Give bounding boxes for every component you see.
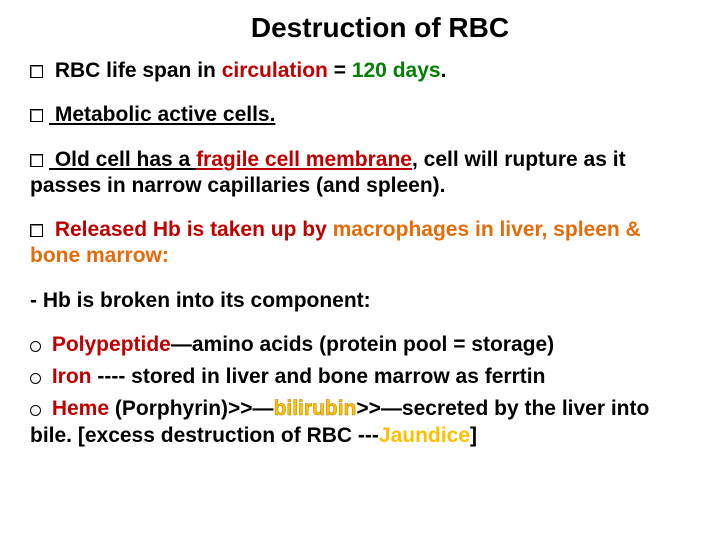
text: (Porphyrin)>>— [109, 397, 274, 420]
square-bullet-icon [30, 224, 43, 237]
slide-title: Destruction of RBC [70, 12, 690, 44]
text: —amino acids (protein pool = storage) [171, 333, 554, 356]
text-jaundice: Jaundice [379, 424, 470, 447]
circle-bullet-icon [30, 373, 41, 384]
square-bullet-icon [30, 109, 43, 122]
text-bilirubin: bilirubin [274, 397, 357, 420]
text-fragile: fragile cell membrane [196, 148, 412, 171]
sub-heme: Heme (Porphyrin)>>—bilirubin>>—secreted … [30, 396, 690, 449]
bullet-released: Released Hb is taken up by macrophages i… [30, 217, 690, 270]
line-hb-broken: - Hb is broken into its component: [30, 288, 690, 314]
text-released: Released Hb is taken up by [49, 218, 333, 241]
bullet-metabolic: Metabolic active cells. [30, 102, 690, 128]
text-underlined: Metabolic active cells. [49, 103, 275, 126]
sub-polypeptide: Polypeptide—amino acids (protein pool = … [30, 332, 690, 358]
text-polypeptide: Polypeptide [46, 333, 171, 356]
sub-iron: Iron ---- stored in liver and bone marro… [30, 364, 690, 390]
text: . [441, 59, 447, 82]
circle-bullet-icon [30, 405, 41, 416]
text: ] [470, 424, 477, 447]
text: ---- stored in liver and bone marrow as … [92, 365, 546, 388]
text-heme: Heme [46, 397, 109, 420]
circle-bullet-icon [30, 341, 41, 352]
text: = [328, 59, 352, 82]
square-bullet-icon [30, 65, 43, 78]
square-bullet-icon [30, 154, 43, 167]
text-circulation: circulation [222, 59, 328, 82]
text-iron: Iron [46, 365, 92, 388]
bullet-oldcell: Old cell has a fragile cell membrane, ce… [30, 147, 690, 200]
bullet-lifespan: RBC life span in circulation = 120 days. [30, 58, 690, 84]
text-underlined: Old cell has a [49, 148, 196, 171]
text-days: 120 days [352, 59, 441, 82]
text: RBC life span in [49, 59, 222, 82]
